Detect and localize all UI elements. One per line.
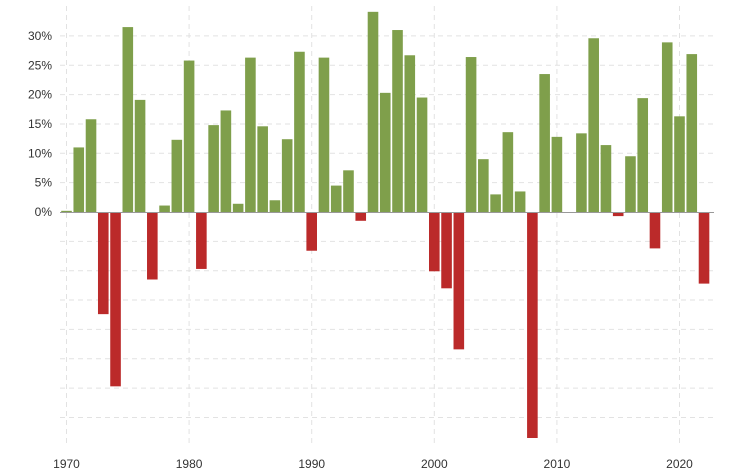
bar-1995 bbox=[367, 11, 379, 212]
bar-1993 bbox=[343, 170, 354, 212]
bar-1976 bbox=[134, 99, 146, 212]
bar-1982 bbox=[208, 125, 219, 212]
bar-2021 bbox=[686, 54, 698, 212]
bar-1987 bbox=[269, 200, 281, 212]
y-tick-label-20: 20% bbox=[28, 88, 52, 102]
bar-2010 bbox=[551, 136, 563, 212]
bar-1985 bbox=[245, 57, 256, 213]
grid bbox=[60, 6, 714, 447]
bar-2006 bbox=[502, 132, 514, 212]
bar-2018 bbox=[649, 212, 661, 249]
bar-1978 bbox=[159, 205, 170, 212]
bar-1992 bbox=[330, 185, 342, 212]
bar-1999 bbox=[416, 97, 428, 212]
bar-1988 bbox=[281, 139, 293, 212]
bar-2020 bbox=[674, 116, 685, 212]
bar-2001 bbox=[441, 212, 452, 289]
bar-2013 bbox=[588, 38, 599, 212]
bar-1983 bbox=[220, 110, 232, 212]
bar-2005 bbox=[490, 194, 501, 212]
bar-2015 bbox=[612, 212, 624, 217]
y-tick-label-25: 25% bbox=[28, 58, 52, 72]
bar-1971 bbox=[73, 147, 85, 212]
y-tick-label-15: 15% bbox=[28, 117, 52, 131]
bar-2014 bbox=[600, 145, 612, 212]
axes: 0% 5% 10% 15% 20% 25% 30% 1970 1980 1990 2000 2010 2… bbox=[28, 29, 714, 471]
bar-2009 bbox=[539, 74, 550, 212]
bar-1980 bbox=[183, 60, 195, 212]
bar-1974 bbox=[110, 212, 121, 387]
x-tick-label-2010: 2010 bbox=[544, 457, 571, 471]
bar-2003 bbox=[465, 57, 477, 212]
bar-1975 bbox=[122, 27, 134, 213]
bar-2012 bbox=[576, 133, 587, 212]
x-tick-label-1980: 1980 bbox=[176, 457, 203, 471]
bar-1994 bbox=[355, 212, 367, 221]
bar-2016 bbox=[625, 156, 636, 213]
bar-2007 bbox=[514, 191, 526, 212]
bar-2000 bbox=[429, 212, 440, 272]
x-tick-label-2000: 2000 bbox=[421, 457, 448, 471]
y-tick-label-0: 0% bbox=[35, 205, 53, 219]
bar-2019 bbox=[661, 42, 673, 212]
bar-1977 bbox=[147, 212, 158, 280]
bar-1979 bbox=[171, 139, 183, 212]
bar-1997 bbox=[392, 30, 403, 213]
y-tick-label-5: 5% bbox=[35, 176, 53, 190]
bars bbox=[61, 11, 710, 438]
bar-2022 bbox=[698, 212, 710, 284]
bar-1981 bbox=[196, 212, 207, 269]
bar-1970 bbox=[61, 210, 72, 213]
bar-1991 bbox=[318, 57, 330, 213]
bar-1990 bbox=[306, 212, 317, 251]
bar-2017 bbox=[637, 98, 649, 212]
bar-1989 bbox=[294, 51, 305, 212]
bar-2008 bbox=[527, 212, 538, 438]
x-tick-label-2020: 2020 bbox=[666, 457, 693, 471]
bar-1972 bbox=[85, 119, 97, 212]
bar-1986 bbox=[257, 126, 268, 212]
bar-1984 bbox=[232, 203, 244, 212]
bar-1996 bbox=[379, 92, 391, 212]
y-tick-label-10: 10% bbox=[28, 146, 52, 160]
bar-2004 bbox=[478, 159, 489, 212]
bar-1998 bbox=[404, 55, 416, 212]
x-tick-label-1970: 1970 bbox=[53, 457, 80, 471]
bar-2002 bbox=[453, 212, 465, 350]
y-tick-label-30: 30% bbox=[28, 29, 52, 43]
bar-1973 bbox=[97, 212, 109, 315]
x-tick-label-1990: 1990 bbox=[298, 457, 325, 471]
